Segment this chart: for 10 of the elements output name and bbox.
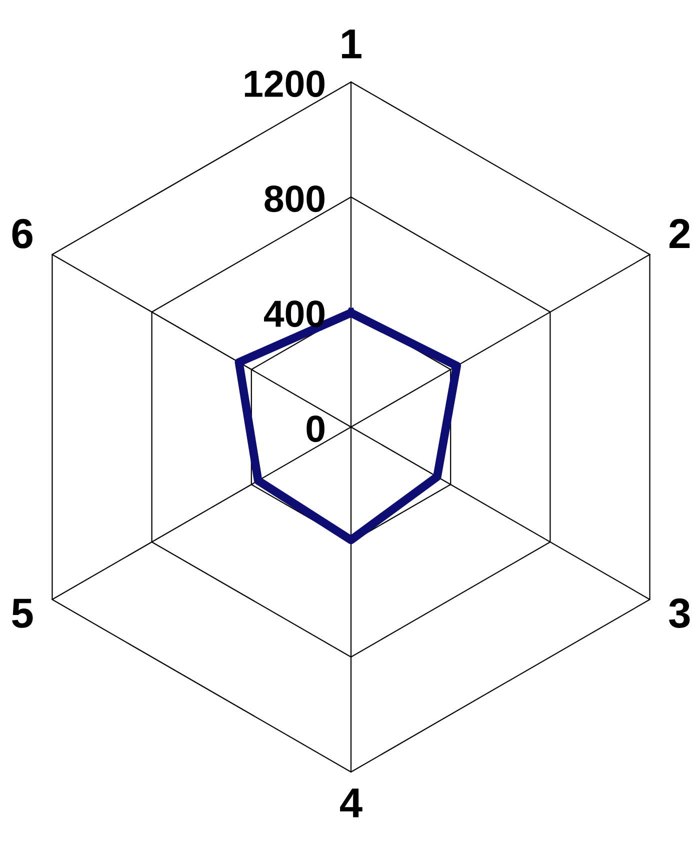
y-tick-label: 800	[264, 186, 324, 212]
spoke-label: 4	[340, 788, 362, 818]
spoke-label: 5	[12, 598, 33, 628]
y-tick-label: 400	[264, 300, 324, 328]
spoke-label: 1	[342, 30, 362, 58]
y-tick-label: 0	[306, 416, 324, 442]
y-tick-label: 1200	[244, 70, 324, 98]
spoke-label: 6	[12, 218, 32, 248]
spoke-label: 2	[670, 218, 690, 248]
spoke-label: 3	[669, 598, 690, 628]
